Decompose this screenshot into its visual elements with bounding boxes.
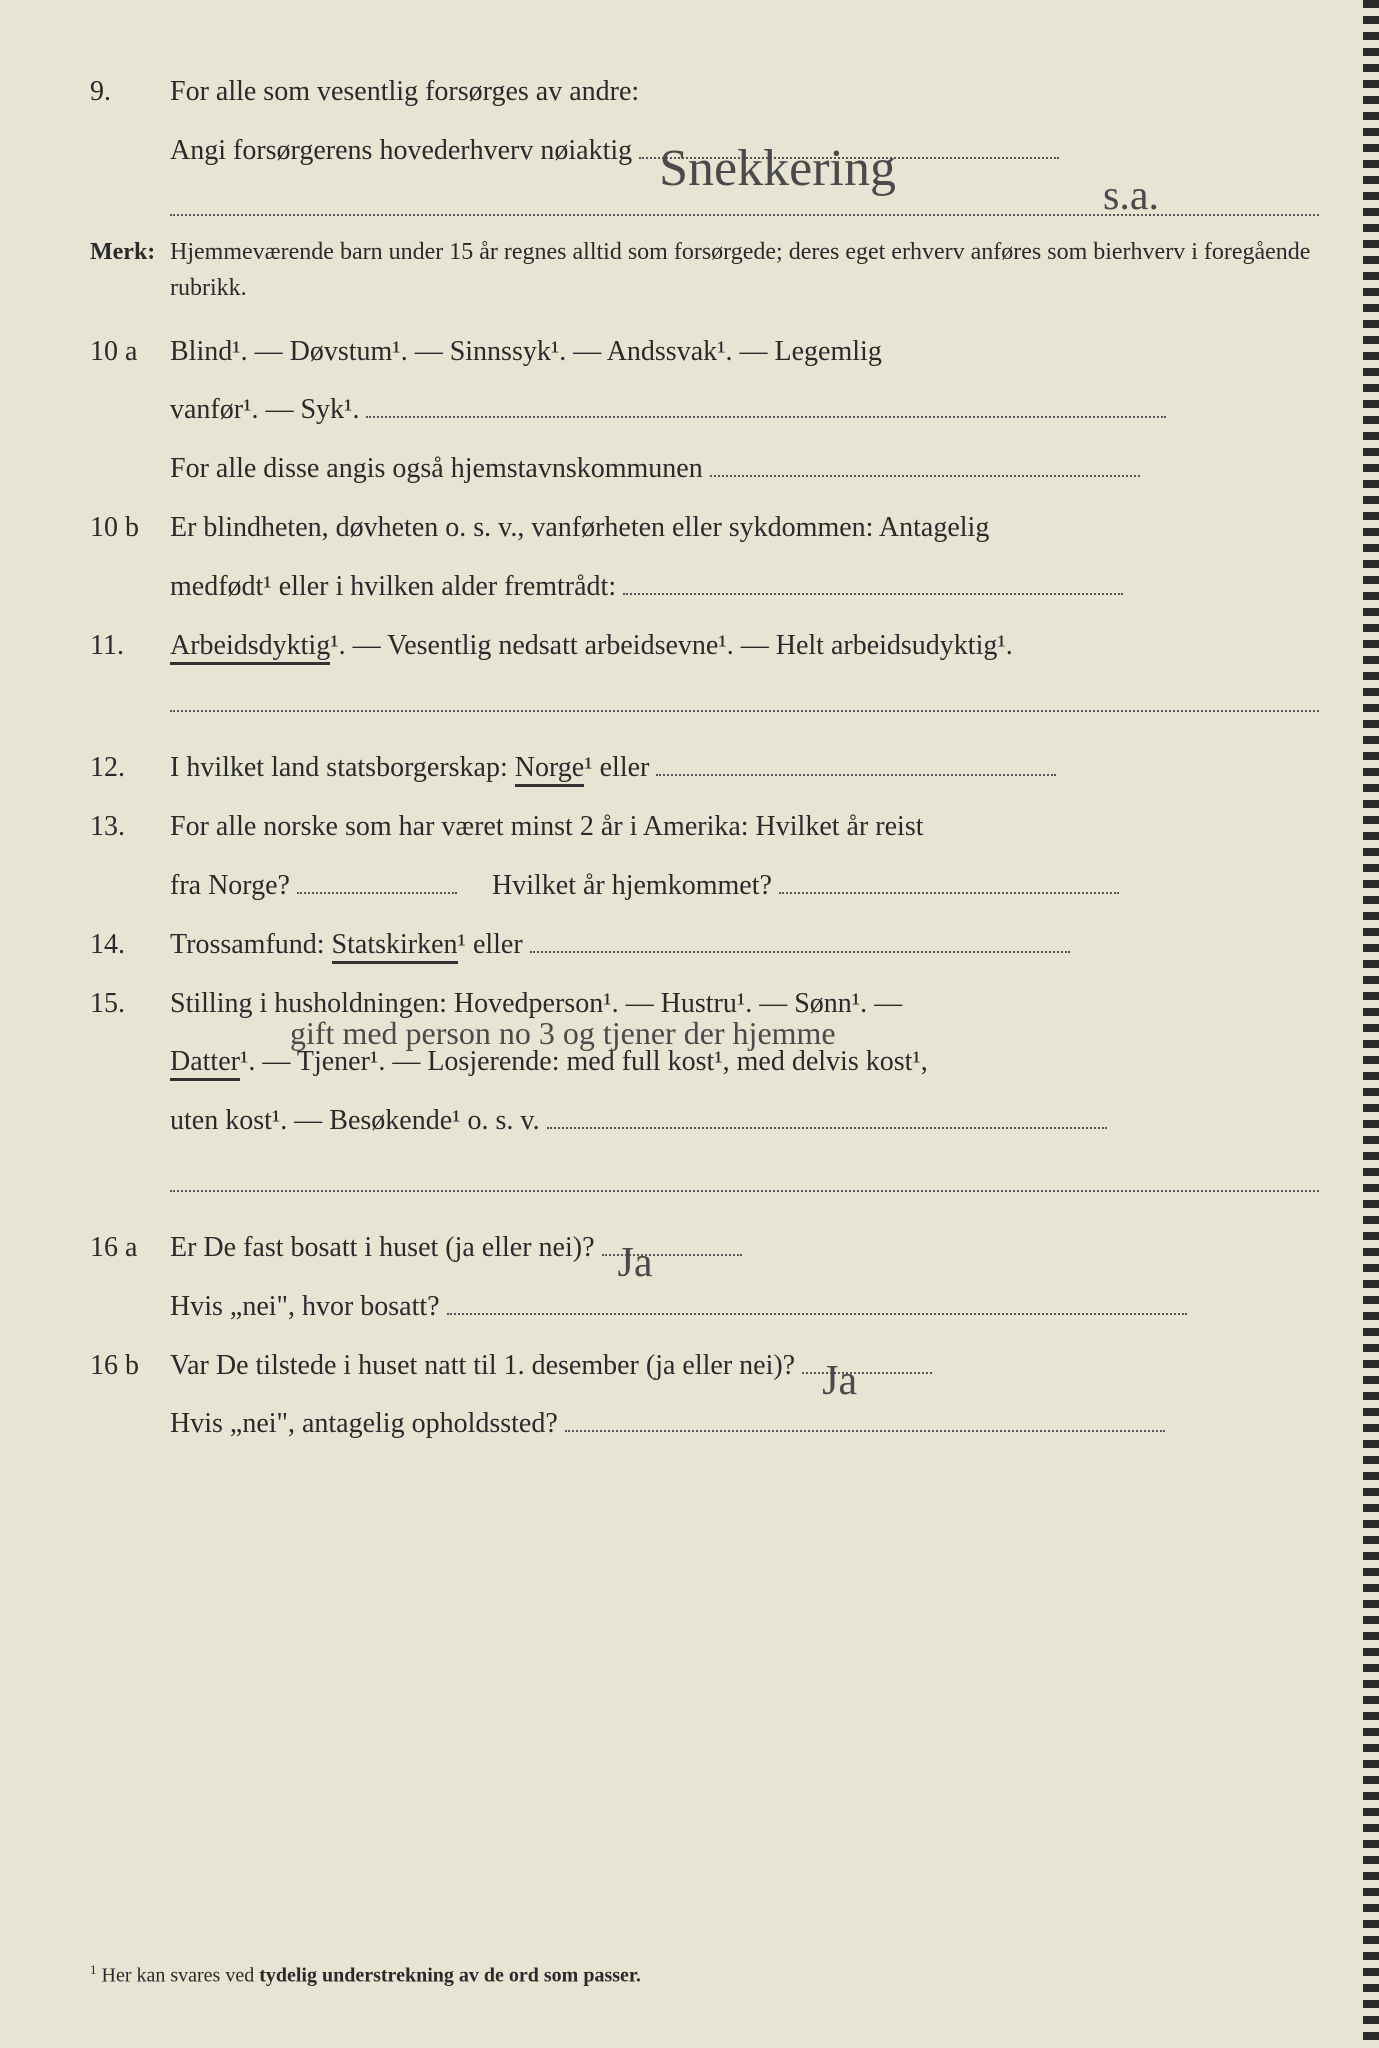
q9-fill-line[interactable]: Snekkering (639, 157, 1059, 159)
q14-line: 14. Trossamfund: Statskirken¹ eller (90, 923, 1319, 968)
q9-number: 9. (90, 70, 170, 115)
footnote-sup: 1 (90, 1962, 97, 1977)
q11-line: 11. Arbeidsdyktig¹. — Vesentlig nedsatt … (90, 624, 1319, 669)
q14-underlined: Statskirken (332, 929, 458, 964)
q10b-text1: Er blindheten, døvheten o. s. v., vanfør… (170, 506, 1319, 551)
q11-text-after: ¹. — Vesentlig nedsatt arbeidsevne¹. — H… (330, 630, 1013, 661)
q15-text3: uten kost¹. — Besøkende¹ o. s. v. (170, 1105, 540, 1136)
q15-underlined: Datter (170, 1046, 240, 1081)
q10a-number: 10 a (90, 330, 170, 375)
q10a-line1: 10 a Blind¹. — Døvstum¹. — Sinnssyk¹. — … (90, 330, 1319, 375)
q10b-fill[interactable] (623, 593, 1123, 595)
q11-number: 11. (90, 624, 170, 669)
q16a-fill1[interactable]: Ja (602, 1254, 742, 1256)
q10b-number: 10 b (90, 506, 170, 551)
q16b-number: 16 b (90, 1344, 170, 1389)
q16a-fill2[interactable] (447, 1313, 1187, 1315)
q13-fill1[interactable] (297, 892, 457, 894)
q16b-text1: Var De tilstede i huset natt til 1. dese… (170, 1350, 795, 1381)
q10a-line2: vanfør¹. — Syk¹. (90, 388, 1319, 433)
footnote-text: Her kan svares ved tydelig understreknin… (102, 1965, 641, 1987)
q10b-content2: medfødt¹ eller i hvilken alder fremtrådt… (170, 565, 1319, 610)
q10a-text1: Blind¹. — Døvstum¹. — Sinnssyk¹. — Andss… (170, 330, 1319, 375)
q9-content2: Angi forsørgerens hovederhverv nøiaktig … (170, 129, 1319, 174)
q10b-line2: medfødt¹ eller i hvilken alder fremtrådt… (90, 565, 1319, 610)
q15-content3: uten kost¹. — Besøkende¹ o. s. v. (170, 1099, 1319, 1144)
q16a-line2: Hvis „nei", hvor bosatt? (90, 1285, 1319, 1330)
q16a-number: 16 a (90, 1226, 170, 1271)
q13-number: 13. (90, 805, 170, 850)
q13-fill2[interactable] (779, 892, 1119, 894)
q11-underlined: Arbeidsdyktig (170, 630, 330, 665)
q10b-text2: medfødt¹ eller i hvilken alder fremtrådt… (170, 571, 616, 602)
q10b-line1: 10 b Er blindheten, døvheten o. s. v., v… (90, 506, 1319, 551)
q16a-content1: Er De fast bosatt i huset (ja eller nei)… (170, 1226, 1319, 1271)
q15-line3: uten kost¹. — Besøkende¹ o. s. v. (90, 1099, 1319, 1144)
q16b-fill2[interactable] (565, 1430, 1165, 1432)
q16b-content2: Hvis „nei", antagelig opholdssted? (170, 1402, 1319, 1447)
q16a-content2: Hvis „nei", hvor bosatt? (170, 1285, 1319, 1330)
q13-line2: fra Norge? Hvilket år hjemkommet? (90, 864, 1319, 909)
q16a-text2: Hvis „nei", hvor bosatt? (170, 1291, 440, 1322)
q10a-line3: For alle disse angis også hjemstavnskomm… (90, 447, 1319, 492)
q12-text-before: I hvilket land statsborgerskap: (170, 752, 515, 783)
q13-line1: 13. For alle norske som har været minst … (90, 805, 1319, 850)
q9-line3-wrap: s.a. (90, 188, 1319, 216)
q12-fill[interactable] (656, 774, 1056, 776)
q13-text2a: fra Norge? (170, 870, 290, 901)
q16b-fill1[interactable]: Ja (802, 1372, 932, 1374)
footnote: 1 Her kan svares ved tydelig understrekn… (90, 1962, 641, 1988)
q9-line1: 9. For alle som vesentlig forsørges av a… (90, 70, 1319, 115)
merk-text: Hjemmeværende barn under 15 år regnes al… (170, 234, 1319, 306)
q14-fill[interactable] (530, 951, 1070, 953)
q11-fill[interactable] (170, 684, 1319, 712)
q11-content: Arbeidsdyktig¹. — Vesentlig nedsatt arbe… (170, 624, 1319, 669)
q12-content: I hvilket land statsborgerskap: Norge¹ e… (170, 746, 1319, 791)
q14-text-after: ¹ eller (458, 929, 523, 960)
q9-text1: For alle som vesentlig forsørges av andr… (170, 70, 1319, 115)
q9-fill-line2[interactable]: s.a. (170, 188, 1319, 216)
q16b-text2: Hvis „nei", antagelig opholdssted? (170, 1408, 558, 1439)
q13-content2: fra Norge? Hvilket år hjemkommet? (170, 864, 1319, 909)
q16a-text1: Er De fast bosatt i huset (ja eller nei)… (170, 1232, 595, 1263)
q14-number: 14. (90, 923, 170, 968)
merk-note: Merk: Hjemmeværende barn under 15 år reg… (90, 234, 1319, 306)
q15-number: 15. (90, 982, 170, 1027)
q16a-line1: 16 a Er De fast bosatt i huset (ja eller… (90, 1226, 1319, 1271)
q13-text2b: Hvilket år hjemkommet? (492, 870, 772, 901)
q14-content: Trossamfund: Statskirken¹ eller (170, 923, 1319, 968)
q12-text-after: ¹ eller (584, 752, 649, 783)
q15-fill2[interactable] (170, 1164, 1319, 1192)
perforated-edge (1363, 0, 1379, 2048)
q15-fill[interactable] (547, 1127, 1107, 1129)
q16b-content1: Var De tilstede i huset natt til 1. dese… (170, 1344, 1319, 1389)
q10a-content2: vanfør¹. — Syk¹. (170, 388, 1319, 433)
q15-handwritten: gift med person no 3 og tjener der hjemm… (290, 1008, 836, 1059)
q9-line2: Angi forsørgerens hovederhverv nøiaktig … (90, 129, 1319, 174)
q10a-text3: For alle disse angis også hjemstavnskomm… (170, 453, 703, 484)
q10a-content3: For alle disse angis også hjemstavnskomm… (170, 447, 1319, 492)
q13-text1: For alle norske som har været minst 2 år… (170, 805, 1319, 850)
q16b-line1: 16 b Var De tilstede i huset natt til 1.… (90, 1344, 1319, 1389)
q16b-line2: Hvis „nei", antagelig opholdssted? (90, 1402, 1319, 1447)
q10a-fill[interactable] (366, 416, 1166, 418)
q12-line: 12. I hvilket land statsborgerskap: Norg… (90, 746, 1319, 791)
q9-handwritten2: s.a. (1103, 172, 1159, 220)
q9-text2: Angi forsørgerens hovederhverv nøiaktig (170, 135, 632, 166)
q12-underlined: Norge (515, 752, 584, 787)
q15-line2: gift med person no 3 og tjener der hjemm… (90, 1040, 1319, 1085)
q12-number: 12. (90, 746, 170, 791)
q14-text-before: Trossamfund: (170, 929, 332, 960)
merk-label: Merk: (90, 239, 170, 266)
q15-content2: gift med person no 3 og tjener der hjemm… (170, 1040, 1319, 1085)
q10a-fill2[interactable] (710, 475, 1140, 477)
q10a-text2: vanfør¹. — Syk¹. (170, 394, 359, 425)
